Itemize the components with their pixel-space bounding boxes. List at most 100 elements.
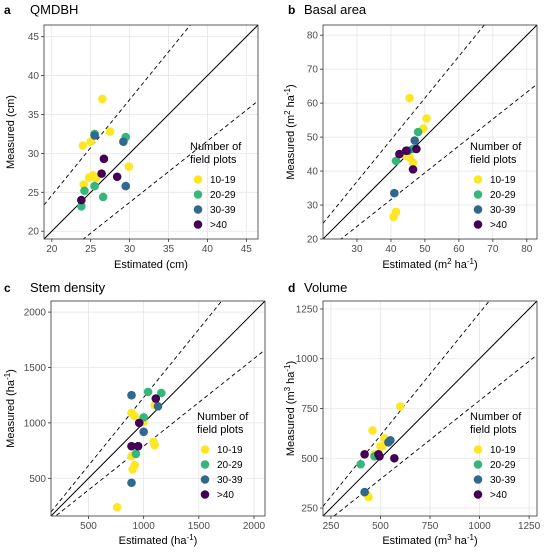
- panel-title: Volume: [304, 280, 347, 295]
- data-point: [98, 94, 107, 104]
- data-point: [128, 465, 137, 474]
- x-tick-label: 2000: [243, 521, 266, 532]
- y-tick-label: 50: [307, 133, 319, 144]
- data-point: [360, 449, 369, 459]
- y-tick-label: 60: [307, 99, 319, 110]
- y-tick-label: 35: [28, 110, 40, 121]
- panel-border: [43, 24, 259, 240]
- axes: 250 500 750 1000 1250 250 500 750 1000 1250 Estima…: [283, 304, 541, 547]
- y-tick-label: 25: [28, 188, 40, 199]
- upper-bound-line: [323, 25, 485, 224]
- panel-title: QMDBH: [30, 2, 78, 17]
- legend-marker: [193, 220, 203, 229]
- panel-letter: a: [4, 3, 11, 17]
- legend-marker: [193, 175, 203, 184]
- data-point: [391, 156, 401, 166]
- y-tick-label: 1500: [24, 363, 47, 374]
- y-tick-label: 80: [307, 31, 319, 42]
- legend-label: 30-39: [490, 205, 516, 216]
- x-tick-label: 250: [323, 521, 340, 532]
- data-point: [86, 137, 95, 147]
- y-tick-label: 30: [307, 201, 319, 212]
- y-tick-label: 500: [301, 454, 318, 465]
- legend-label: 20-29: [210, 190, 236, 201]
- data-point: [119, 137, 128, 147]
- x-tick-label: 40: [385, 244, 397, 255]
- data-point: [97, 169, 106, 178]
- panel-letter: d: [288, 281, 295, 295]
- x-tick-label: 20: [46, 244, 58, 255]
- legend-marker: [473, 220, 483, 229]
- y-tick-label: 45: [28, 32, 40, 43]
- legend-label: 10-19: [490, 445, 516, 456]
- legend-marker: [193, 205, 203, 214]
- y-tick-label: 750: [301, 404, 318, 415]
- y-axis-label: Measured (m3 ha-1): [283, 361, 298, 456]
- x-tick-label: 25: [85, 244, 97, 255]
- x-axis-label: Estimated (m3 ha-1): [382, 533, 477, 548]
- data-point: [98, 192, 108, 202]
- y-axis-label: Measured (m2 ha-1): [283, 84, 298, 179]
- y-tick-label: 1000: [24, 418, 47, 429]
- legend-marker: [473, 475, 483, 484]
- data-point: [401, 146, 411, 155]
- x-tick-label: 1500: [188, 521, 211, 532]
- data-point: [375, 451, 384, 461]
- data-points: [389, 93, 431, 222]
- legend-label: 20-29: [490, 460, 516, 471]
- y-axis-label: Measured (cm): [5, 95, 17, 169]
- data-point: [139, 427, 148, 437]
- x-tick-label: 45: [241, 244, 253, 255]
- x-axis-label: Estimated (cm): [114, 259, 188, 271]
- data-point: [127, 390, 136, 400]
- legend-title: Number of: [470, 411, 522, 423]
- legend-marker: [200, 445, 210, 454]
- data-point: [408, 165, 418, 174]
- x-tick-label: 50: [419, 244, 431, 255]
- data-point: [80, 186, 89, 196]
- legend-marker: [473, 445, 483, 454]
- legend-label: 20-29: [490, 190, 516, 201]
- legend-marker: [200, 490, 210, 499]
- y-tick-label: 250: [301, 504, 318, 515]
- legend-marker: [473, 205, 483, 214]
- legend-title: field plots: [470, 424, 517, 436]
- panel-border: [50, 300, 266, 517]
- legend-label: 10-19: [210, 175, 236, 186]
- y-tick-label: 70: [307, 65, 319, 76]
- x-tick-label: 35: [163, 244, 175, 255]
- data-point: [410, 136, 420, 145]
- y-tick-label: 1000: [296, 354, 319, 365]
- y-tick-label: 40: [28, 71, 40, 82]
- reference-lines: [323, 25, 537, 239]
- upper-bound-line: [44, 25, 191, 206]
- legend-label: >40: [490, 490, 507, 501]
- data-point: [105, 127, 115, 136]
- legend-marker: [473, 175, 483, 184]
- data-point: [84, 173, 94, 182]
- data-point: [133, 441, 143, 451]
- data-point: [408, 158, 418, 167]
- data-point: [360, 487, 369, 497]
- x-tick-label: 500: [372, 521, 389, 532]
- legend-marker: [200, 475, 210, 484]
- data-point: [130, 411, 140, 421]
- legend-title: field plots: [470, 154, 517, 166]
- data-point: [124, 162, 134, 171]
- data-point: [79, 180, 88, 189]
- y-tick-label: 20: [307, 235, 319, 246]
- data-point: [131, 449, 141, 459]
- lower-bound-line: [340, 83, 537, 239]
- legend-label: >40: [490, 220, 507, 231]
- panel-d: d Volume 250 500 750 1000 1250 250 500 750 1000 125…: [283, 280, 541, 547]
- legend-title: Number of: [190, 141, 242, 153]
- gridlines: [44, 25, 258, 239]
- data-point: [395, 149, 404, 159]
- x-tick-label: 60: [453, 244, 465, 255]
- data-point: [90, 131, 99, 140]
- data-point: [413, 127, 423, 137]
